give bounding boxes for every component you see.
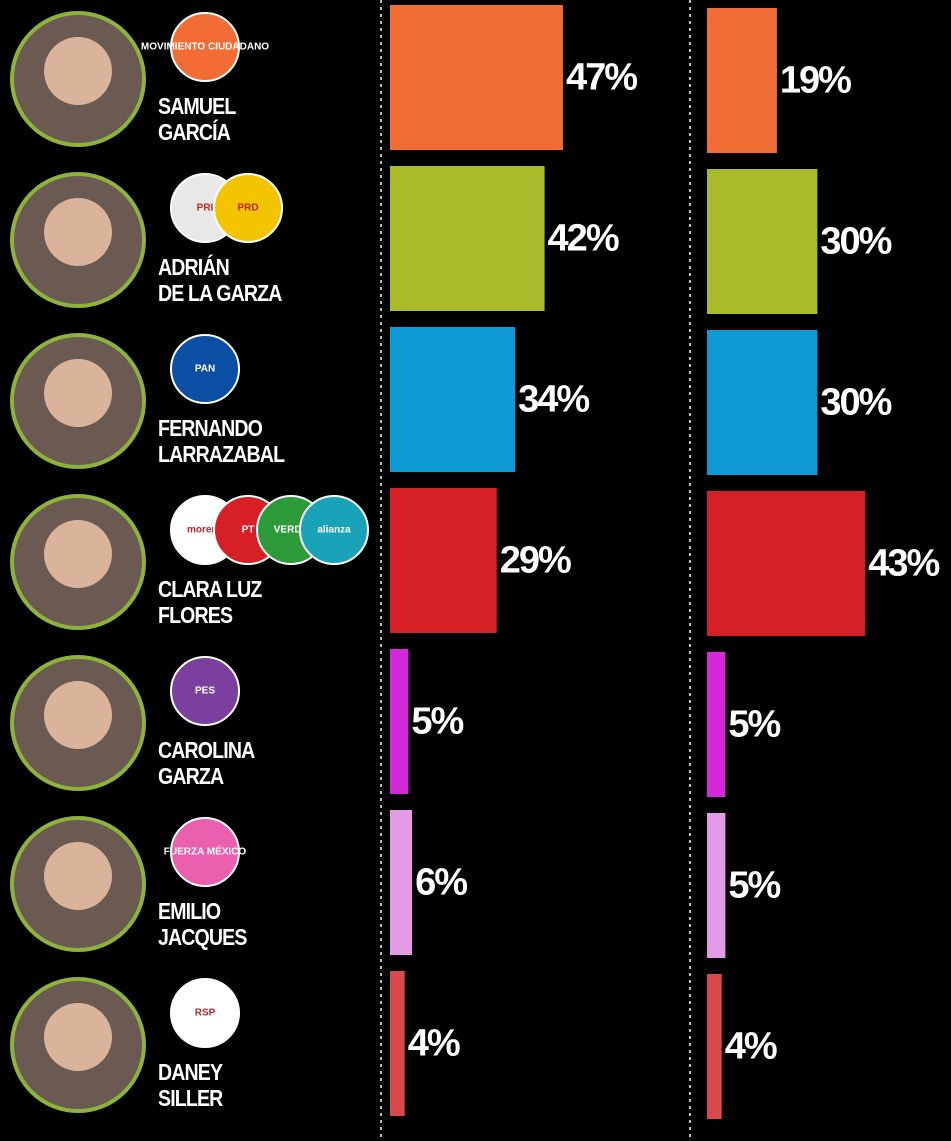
bar: [707, 652, 726, 797]
face: [44, 198, 112, 266]
value-label: 34%: [518, 379, 589, 421]
bar: [390, 166, 545, 311]
party-logo-text: alianza: [317, 525, 351, 536]
value-label: 6%: [415, 862, 467, 904]
face: [44, 37, 112, 105]
party-logo: [170, 12, 240, 82]
value-label: 4%: [725, 1026, 777, 1068]
party-logo-text: PES: [195, 686, 215, 697]
value-label: 19%: [780, 60, 851, 102]
bar: [390, 810, 413, 955]
face: [44, 359, 112, 427]
party-logo-text: MOVIMIENTO CIUDADANO: [141, 42, 269, 53]
party-logo-text: PRI: [197, 203, 214, 214]
party-logo: [170, 334, 240, 404]
value-label: 43%: [868, 543, 939, 585]
candidate-name: SAMUEL GARCÍA: [158, 93, 236, 145]
party-logo: [170, 817, 240, 887]
value-label: 30%: [820, 382, 891, 424]
bar: [707, 169, 818, 314]
party-logo-text: PT: [242, 525, 255, 536]
candidate-name: CLARA LUZ FLORES: [158, 576, 262, 628]
value-label: 5%: [411, 701, 463, 743]
party-logo-text: VERDE: [274, 525, 309, 536]
bar: [707, 491, 866, 636]
bar: [390, 327, 516, 472]
face: [44, 520, 112, 588]
candidate-name: FERNANDO LARRAZABAL: [158, 415, 285, 467]
party-logo-text: PAN: [195, 364, 215, 375]
value-label: 47%: [566, 57, 637, 99]
party-logo: [299, 495, 369, 565]
face: [44, 1003, 112, 1071]
value-label: 29%: [500, 540, 571, 582]
bar: [390, 649, 409, 794]
candidate-name: ADRIÁN DE LA GARZA: [158, 254, 282, 306]
value-label: 5%: [728, 704, 780, 746]
bar: [390, 488, 497, 633]
party-logo: [170, 656, 240, 726]
candidate-name: DANEY SILLER: [158, 1059, 223, 1111]
face: [44, 842, 112, 910]
party-logo: [213, 173, 283, 243]
party-logo: [170, 978, 240, 1048]
face: [44, 681, 112, 749]
party-logo-text: RSP: [195, 1008, 216, 1019]
bar: [390, 5, 563, 150]
value-label: 30%: [820, 221, 891, 263]
party-logo-text: PRD: [237, 203, 258, 214]
value-label: 42%: [548, 218, 619, 260]
party-logo-text: FUERZA MÉXICO: [164, 845, 247, 858]
bar: [707, 813, 726, 958]
bar: [707, 330, 818, 475]
bar: [707, 974, 722, 1119]
bar: [390, 971, 405, 1116]
bar: [707, 8, 777, 153]
candidate-name: CAROLINA GARZA: [158, 737, 255, 789]
value-label: 4%: [408, 1023, 460, 1065]
candidate-name: EMILIO JACQUES: [158, 898, 247, 950]
value-label: 5%: [728, 865, 780, 907]
party-logo-text: morena: [187, 525, 224, 536]
